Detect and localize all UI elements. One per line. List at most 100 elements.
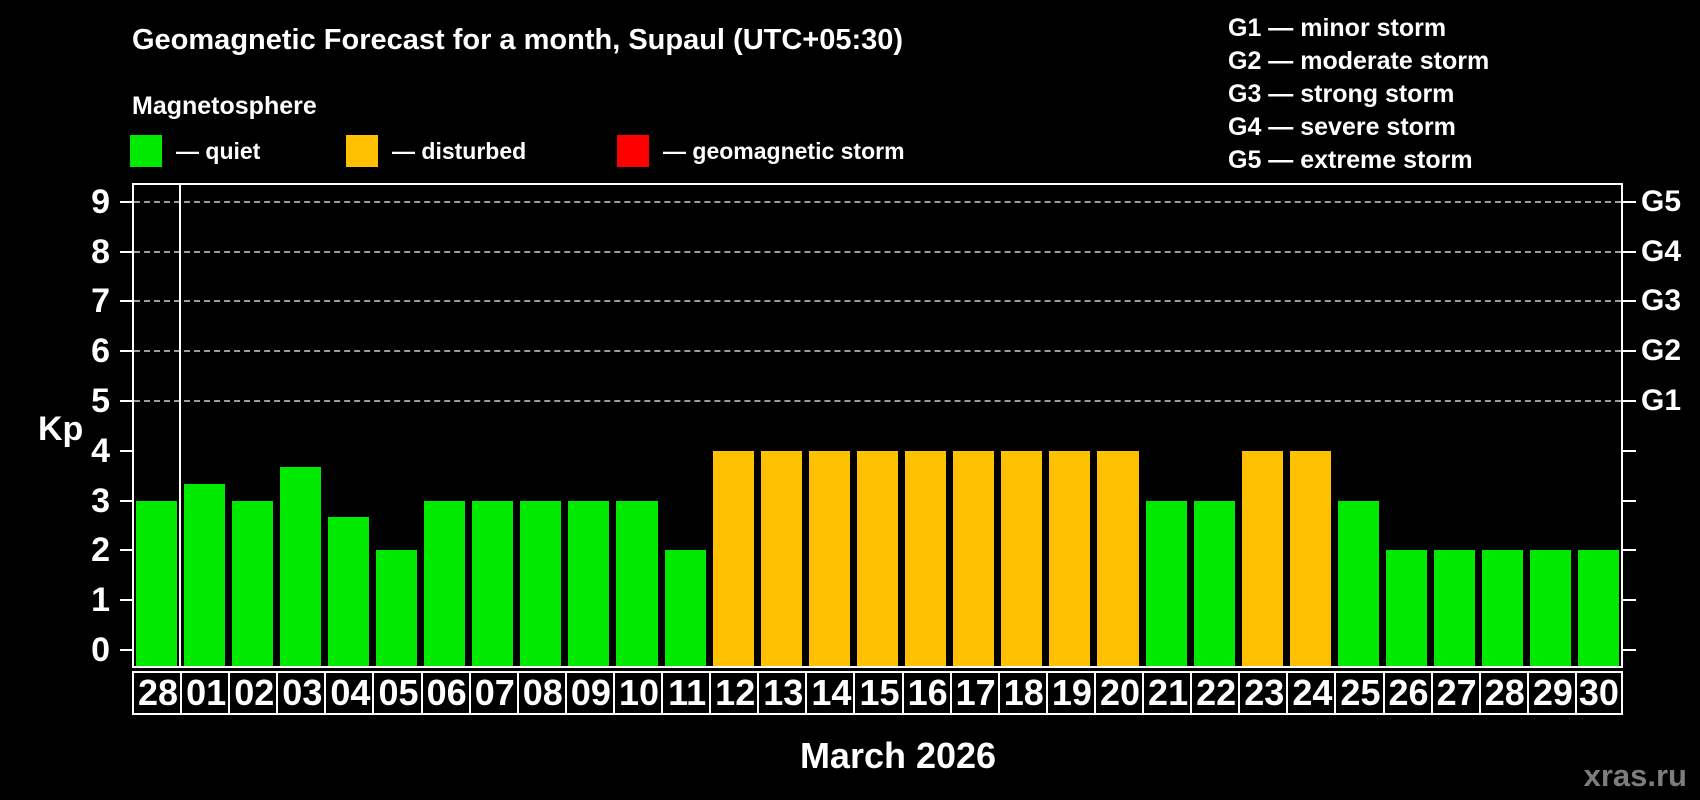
g-scale-legend-g5: G5 — extreme storm (1228, 146, 1473, 174)
y-tick-left-1 (120, 599, 132, 602)
x-axis-day-cell-12: 12 (709, 671, 760, 715)
kp-bar-day-25 (1337, 500, 1379, 666)
y-tick-right-1 (1623, 599, 1636, 602)
gridline-kp7 (134, 300, 1621, 303)
kp-bar-day-07 (472, 500, 514, 666)
x-axis-day-cell-20: 20 (1093, 671, 1145, 715)
y-axis-label-2: 2 (91, 531, 110, 570)
y-tick-left-4 (120, 449, 132, 452)
kp-bar-day-30 (1578, 550, 1620, 666)
g-scale-legend-g2: G2 — moderate storm (1228, 47, 1490, 75)
right-axis-label-g5: G5 (1641, 184, 1682, 218)
y-axis-label-4: 4 (91, 431, 110, 470)
y-axis-label-6: 6 (91, 332, 110, 371)
x-axis-day-cell-21: 21 (1142, 671, 1193, 715)
prev-month-separator (179, 185, 182, 666)
legend-label-disturbed: — disturbed (392, 137, 527, 164)
y-tick-right-8 (1623, 250, 1636, 253)
kp-bar-day-14 (808, 450, 850, 666)
x-axis-day-cell-08: 08 (516, 671, 567, 715)
y-axis-label-0: 0 (91, 631, 110, 669)
kp-bar-day-05 (375, 550, 418, 666)
kp-bar-day-12 (712, 450, 754, 666)
legend-label-storm: — geomagnetic storm (663, 137, 905, 164)
x-axis-day-cell-11: 11 (661, 671, 712, 715)
x-axis-day-cell-18: 18 (997, 671, 1048, 715)
kp-bar-day-22 (1193, 500, 1235, 666)
x-axis-day-cell-28: 28 (132, 671, 183, 715)
kp-bar-day-28 (1482, 550, 1524, 666)
x-axis-day-cell-14: 14 (805, 671, 856, 715)
y-axis-label-3: 3 (91, 481, 110, 520)
storm-color-swatch (617, 135, 649, 167)
g-scale-legend: G1 — minor storm G2 — moderate storm G3 … (1228, 12, 1489, 177)
y-tick-right-7 (1623, 300, 1636, 303)
x-axis-day-cell-25: 25 (1334, 671, 1385, 715)
x-axis-day-cell-03: 03 (276, 671, 327, 715)
y-tick-right-3 (1623, 499, 1636, 502)
legend-item-disturbed: — disturbed (346, 135, 526, 167)
kp-bar-day-11 (664, 550, 706, 666)
chart-subtitle: Magnetosphere (132, 92, 317, 120)
right-axis-label-g4: G4 (1641, 234, 1682, 268)
x-axis-day-cell-01: 01 (180, 671, 231, 715)
kp-bar-day-27 (1434, 550, 1476, 666)
kp-bar-day-24 (1289, 450, 1331, 666)
y-axis-label-1: 1 (91, 581, 110, 620)
y-tick-right-2 (1623, 549, 1636, 552)
kp-bar-day-16 (905, 450, 947, 666)
gridline-kp9 (134, 200, 1621, 203)
x-axis-day-cell-13: 13 (757, 671, 808, 715)
y-tick-right-4 (1623, 449, 1636, 452)
watermark: xras.ru (1583, 758, 1687, 793)
kp-bar-day-13 (760, 450, 802, 666)
x-axis-day-cell-29: 29 (1526, 671, 1577, 715)
kp-bar-day-10 (616, 500, 658, 666)
gridline-kp8 (134, 250, 1621, 253)
y-axis-label-9: 9 (91, 182, 110, 221)
x-axis-title: March 2026 (799, 735, 997, 776)
x-axis-day-cell-24: 24 (1286, 671, 1337, 715)
x-axis-day-cell-09: 09 (564, 671, 615, 715)
legend-item-quiet: — quiet (130, 135, 260, 167)
quiet-color-swatch (130, 135, 162, 167)
legend-item-storm: — geomagnetic storm (617, 135, 905, 167)
x-axis-day-cell-10: 10 (612, 671, 664, 715)
y-axis-label-8: 8 (91, 232, 110, 271)
x-axis-day-cell-04: 04 (324, 671, 375, 715)
y-axis-label-7: 7 (91, 282, 110, 321)
y-tick-right-9 (1623, 200, 1636, 203)
plot-frame (132, 183, 1623, 668)
disturbed-color-swatch (346, 135, 378, 167)
y-tick-right-0 (1623, 649, 1636, 651)
kp-bar-day-26 (1386, 550, 1428, 666)
kp-bar-day-06 (424, 500, 466, 666)
kp-bar-day-08 (520, 500, 562, 666)
y-tick-left-6 (120, 350, 132, 353)
kp-bar-day-09 (568, 500, 610, 666)
kp-bar-day-28 (135, 500, 177, 666)
right-axis-label-g2: G2 (1641, 334, 1682, 368)
x-axis-day-cell-07: 07 (468, 671, 519, 715)
y-tick-left-3 (120, 499, 132, 502)
kp-bar-day-20 (1097, 450, 1139, 666)
chart-title: Geomagnetic Forecast for a month, Supaul… (132, 24, 904, 56)
g-scale-legend-g1: G1 — minor storm (1228, 14, 1447, 42)
gridline-kp5 (134, 400, 1621, 402)
y-tick-left-0 (120, 649, 132, 651)
right-axis-label-g1: G1 (1641, 384, 1682, 417)
y-tick-right-6 (1623, 350, 1636, 353)
y-tick-left-8 (120, 250, 132, 253)
y-axis-label-5: 5 (91, 382, 110, 420)
kp-bar-day-01 (183, 484, 225, 666)
y-axis-title: Kp (38, 410, 84, 448)
x-axis-day-cell-22: 22 (1190, 671, 1241, 715)
x-axis-day-cell-28: 28 (1478, 671, 1529, 715)
kp-bar-day-03 (279, 467, 321, 666)
y-tick-right-5 (1623, 400, 1636, 402)
kp-bar-day-18 (1001, 450, 1043, 666)
x-axis-day-cell-30: 30 (1574, 671, 1623, 715)
right-axis-label-g3: G3 (1641, 284, 1682, 318)
y-tick-left-2 (120, 549, 132, 552)
